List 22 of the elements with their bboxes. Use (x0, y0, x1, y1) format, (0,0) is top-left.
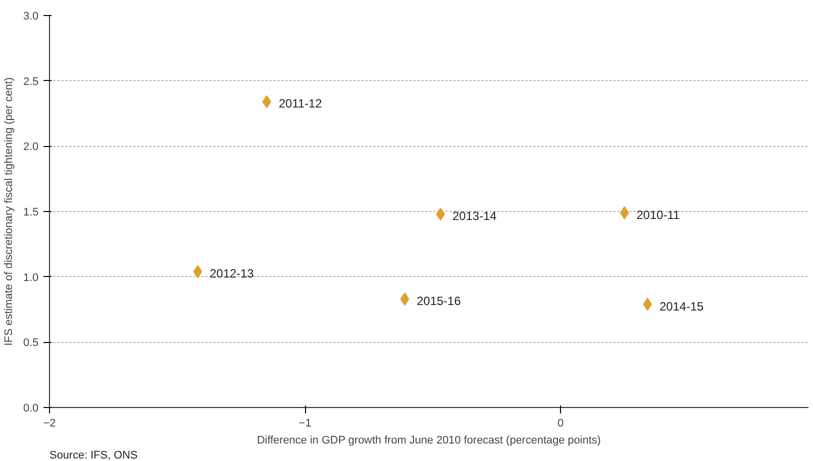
x-tick-label: −2 (43, 418, 56, 430)
annotation: 2010-11 (636, 208, 680, 222)
x-tick-label: 0 (558, 418, 564, 430)
x-axis-title: Difference in GDP growth from June 2010 forecast (percentage points) (256, 434, 601, 446)
point (262, 95, 272, 108)
annotation: 2014-15 (660, 299, 704, 314)
y-tick-label: 0.5 (23, 337, 39, 350)
y-tick-label: 0.0 (23, 402, 39, 414)
y-axis-title: IFS estimate of discretionary fiscal tightening (per cent) (3, 77, 16, 346)
y-tick-label: 1.5 (23, 206, 39, 218)
annotation: 2012-13 (210, 266, 254, 281)
y-tick-label: 2.5 (23, 76, 39, 88)
source-note: Source: IFS, ONS (50, 450, 138, 461)
y-tick-label: 1.0 (23, 272, 39, 284)
point (400, 292, 410, 306)
annotation: 2013-14 (452, 209, 497, 224)
y-tick-label: 2.0 (23, 141, 39, 154)
annotation: 2011-12 (278, 96, 322, 111)
x-tick-label: −1 (298, 418, 312, 430)
annotation: 2015-16 (416, 294, 462, 308)
y-tick-label: 3.0 (23, 10, 39, 22)
point (193, 265, 202, 278)
